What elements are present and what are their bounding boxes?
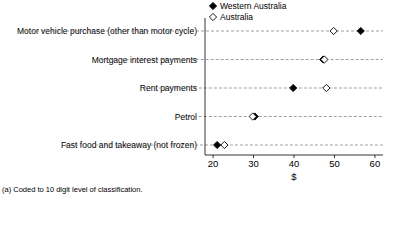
dot (323, 84, 330, 91)
y-axis-line (205, 18, 206, 155)
legend-marker (209, 2, 216, 9)
dot (330, 27, 337, 34)
grid-line (96, 59, 383, 60)
dot (214, 141, 221, 148)
legend-label: Australia (220, 12, 253, 22)
dot (221, 141, 228, 148)
x-tick-label: 20 (208, 158, 219, 169)
dot (321, 56, 328, 63)
grid-line (179, 116, 383, 117)
dot (357, 27, 364, 34)
x-tick-label: 50 (329, 158, 340, 169)
grid-line (21, 31, 383, 32)
dot (290, 84, 297, 91)
legend-label: Western Australia (220, 1, 287, 11)
grid-line (144, 88, 383, 89)
x-tick-label: 60 (370, 158, 381, 169)
footnote: (a) Coded to 10 digit level of classific… (2, 185, 143, 194)
x-tick-label: 30 (248, 158, 259, 169)
dot (249, 113, 256, 120)
category-label: Rent payments (140, 83, 197, 93)
x-axis-label: $ (291, 171, 297, 182)
x-tick-label: 40 (289, 158, 300, 169)
plot-area (214, 27, 365, 148)
legend-marker (209, 13, 216, 20)
